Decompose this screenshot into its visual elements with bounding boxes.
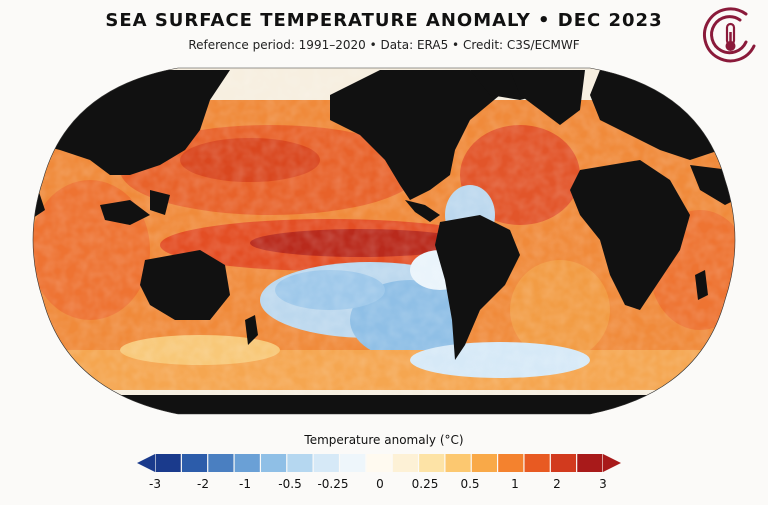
legend-tick-label: 0.25 xyxy=(411,477,439,491)
legend-title: Temperature anomaly (°C) xyxy=(304,433,464,447)
colorbar-cell xyxy=(419,454,445,472)
colorbar-cell xyxy=(155,454,181,472)
colorbar-cell xyxy=(234,454,260,472)
colorbar-cell xyxy=(577,454,603,472)
thermometer-circle-icon xyxy=(703,7,756,63)
legend-tick-label: 0 xyxy=(376,477,384,491)
legend-tick-label: -1 xyxy=(239,477,251,491)
colorbar-arrow-low xyxy=(137,454,155,472)
legend-tick-label: 2 xyxy=(553,477,561,491)
world-map xyxy=(32,67,736,415)
colorbar-cell xyxy=(524,454,550,472)
colorbar-cell xyxy=(498,454,524,472)
colorbar-cell xyxy=(208,454,234,472)
colorbar-cell xyxy=(445,454,471,472)
colorbar-cell xyxy=(392,454,418,472)
colorbar-cell xyxy=(340,454,366,472)
colorbar-cell xyxy=(181,454,208,472)
colorbar-cell xyxy=(471,454,497,472)
legend-tick-label: -0.25 xyxy=(317,477,349,491)
legend-tick-label: -3 xyxy=(149,477,161,491)
colorbar-arrow-high xyxy=(603,454,621,472)
colorbar-cell xyxy=(261,454,287,472)
legend-tick-label: -2 xyxy=(197,477,209,491)
legend-tick-label: 0.5 xyxy=(460,477,480,491)
colorbar-cell xyxy=(287,454,313,472)
legend-tick-label: 3 xyxy=(599,477,607,491)
legend-tick-label: -0.5 xyxy=(278,477,302,491)
map-title: SEA SURFACE TEMPERATURE ANOMALY • DEC 20… xyxy=(105,10,663,31)
map-subtitle: Reference period: 1991–2020 • Data: ERA5… xyxy=(188,38,580,52)
colorbar-cell xyxy=(313,454,339,472)
legend-tick-label: 1 xyxy=(511,477,519,491)
colorbar-cell xyxy=(550,454,577,472)
colorbar-cell xyxy=(366,454,392,472)
